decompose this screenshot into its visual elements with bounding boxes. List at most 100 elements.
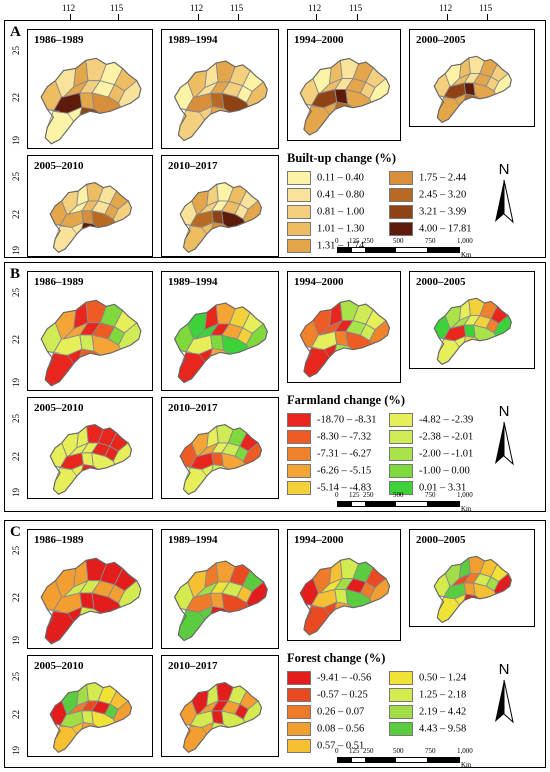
legend-item: -6.26 – -5.15 bbox=[287, 464, 371, 478]
legend-swatch bbox=[287, 413, 311, 427]
period-label: 1994–2000 bbox=[294, 276, 344, 288]
district-boundary bbox=[345, 89, 348, 105]
scale-label: 125 bbox=[349, 491, 360, 499]
legend-label: 0.57 – 0.51 bbox=[317, 740, 365, 752]
latitude-tick-label: 19 bbox=[11, 378, 21, 387]
district-boundary bbox=[189, 442, 198, 468]
district-boundary bbox=[53, 580, 62, 612]
legend-swatch bbox=[287, 447, 311, 461]
district-boundary bbox=[180, 108, 192, 111]
period-label: 2010–2017 bbox=[168, 402, 218, 414]
district-boundary bbox=[345, 589, 348, 605]
legend-swatch bbox=[389, 481, 413, 495]
scale-unit: Km bbox=[461, 251, 472, 259]
province-outline bbox=[179, 182, 263, 254]
scale-segment bbox=[351, 757, 366, 763]
latitude-tick-label: 19 bbox=[11, 746, 21, 755]
district-boundary bbox=[204, 581, 253, 592]
district-boundary bbox=[190, 225, 208, 235]
period-label: 1986–1989 bbox=[34, 34, 84, 46]
district-boundary bbox=[310, 578, 319, 607]
legend-item: 1.31 – 1.74 bbox=[287, 239, 364, 253]
district-boundary bbox=[206, 200, 249, 210]
latitude-tick-label: 19 bbox=[11, 488, 21, 497]
legend-label: -9.41 – -0.56 bbox=[317, 672, 372, 684]
longitude-tick-label: 115 bbox=[349, 3, 363, 13]
district-boundary bbox=[185, 223, 196, 227]
latitude-tick-label: 25 bbox=[11, 414, 21, 423]
latitude-tick-label: 25 bbox=[11, 288, 21, 297]
legend-item: -8.30 – -7.32 bbox=[287, 430, 371, 444]
legend-item: 0.08 – 0.56 bbox=[287, 722, 364, 736]
period-map: 1989–1994 bbox=[161, 529, 279, 649]
legend-item: 1.75 – 2.44 bbox=[389, 171, 466, 185]
map-panel-c: C 25 22 19 25 22 19 1986–1989 1989–1994 1994–2000… bbox=[4, 520, 546, 769]
legend-label: 0.50 – 1.24 bbox=[419, 672, 467, 684]
district-boundary bbox=[81, 452, 84, 465]
province-outline bbox=[299, 557, 391, 636]
district-boundary bbox=[242, 200, 259, 220]
district-boundary bbox=[473, 325, 476, 338]
district-boundary bbox=[63, 568, 77, 598]
province-map bbox=[49, 682, 133, 754]
legend-item: 0.11 – 0.40 bbox=[287, 171, 364, 185]
province-map bbox=[49, 182, 133, 254]
district-boundary bbox=[473, 83, 476, 96]
legend-swatch bbox=[389, 188, 413, 202]
legend-item: 1.01 – 1.30 bbox=[287, 222, 364, 236]
period-map: 2000–2005 bbox=[409, 29, 535, 127]
period-map: 1994–2000 bbox=[287, 529, 401, 641]
legend-item: 0.26 – 0.07 bbox=[287, 705, 364, 719]
period-label: 2010–2017 bbox=[168, 160, 218, 172]
scale-segment bbox=[337, 501, 352, 507]
panel-letter: C bbox=[10, 524, 21, 540]
north-label: N bbox=[498, 161, 510, 178]
period-label: 2010–2017 bbox=[168, 660, 218, 672]
latitude-tick-label: 25 bbox=[11, 672, 21, 681]
scale-segment bbox=[395, 247, 428, 253]
legend-item: 2.45 – 3.20 bbox=[389, 188, 466, 202]
district-boundary bbox=[451, 82, 495, 92]
legend-item: 0.57 – 0.51 bbox=[287, 739, 364, 753]
legend-item: -2.38 – -2.01 bbox=[389, 430, 473, 444]
district-boundary bbox=[190, 725, 208, 735]
longitude-tick-label: 112 bbox=[308, 3, 322, 13]
district-boundary bbox=[459, 315, 499, 324]
latitude-tick-label: 22 bbox=[11, 334, 21, 344]
district-boundary bbox=[63, 310, 77, 340]
district-boundary bbox=[112, 442, 129, 462]
district-boundary bbox=[189, 200, 198, 226]
period-map: 2005–2010 bbox=[27, 397, 153, 499]
longitude-tick-mark bbox=[118, 14, 119, 20]
district-boundary bbox=[221, 335, 225, 351]
district-boundary bbox=[76, 700, 119, 710]
district-boundary bbox=[305, 345, 317, 349]
district-boundary bbox=[443, 573, 451, 598]
province-map bbox=[173, 302, 268, 384]
legend-label: 0.01 – 3.31 bbox=[419, 482, 467, 494]
period-map: 1994–2000 bbox=[287, 29, 401, 141]
legend-label: -5.14 – -4.83 bbox=[317, 482, 372, 494]
legend-swatch bbox=[287, 430, 311, 444]
district-boundary bbox=[438, 337, 449, 340]
legend-item: -9.41 – -0.56 bbox=[287, 671, 371, 685]
district-boundary bbox=[242, 442, 259, 462]
province-outline bbox=[433, 55, 512, 124]
district-boundary bbox=[443, 338, 460, 348]
legend-swatch bbox=[389, 722, 413, 736]
legend-label: 0.81 – 1.00 bbox=[317, 206, 365, 218]
scale-label: 1,000 bbox=[457, 491, 473, 499]
district-boundary bbox=[463, 83, 467, 95]
district-boundary bbox=[76, 442, 119, 452]
district-boundary bbox=[195, 334, 247, 346]
longitude-tick-label: 112 bbox=[439, 3, 453, 13]
district-boundary bbox=[68, 432, 79, 457]
legend-label: -4.82 – -2.39 bbox=[419, 414, 474, 426]
period-map: 2000–2005 bbox=[409, 529, 535, 627]
scale-label: 750 bbox=[425, 491, 436, 499]
scale-label: 250 bbox=[363, 237, 374, 245]
district-boundary bbox=[459, 573, 499, 582]
district-boundary bbox=[311, 605, 330, 616]
province-map bbox=[433, 297, 512, 366]
longitude-tick-label: 115 bbox=[479, 3, 493, 13]
